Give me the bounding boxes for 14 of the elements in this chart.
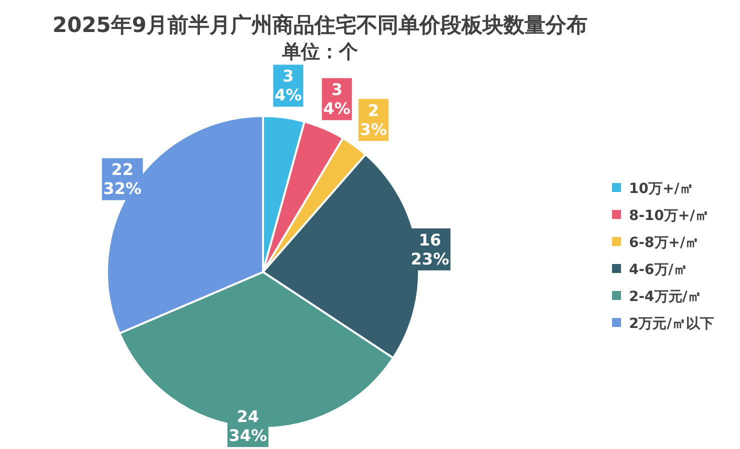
data-label: 16 23% — [410, 230, 450, 268]
legend-label: 2-4万元/㎡ — [629, 289, 702, 305]
chart-title: 2025年9月前半月广州商品住宅不同单价段板块数量分布 — [52, 13, 588, 37]
data-label: 3 4% — [323, 80, 350, 118]
legend-label: 10万+/㎡ — [629, 181, 694, 197]
data-label: 2 3% — [360, 100, 388, 139]
legend-label: 2万元/㎡以下 — [629, 316, 714, 332]
legend-label: 4-6万/㎡ — [629, 262, 688, 278]
data-label: 3 4% — [274, 66, 302, 105]
legend-label: 8-10万+/㎡ — [629, 208, 709, 224]
chart-subtitle: 单位：个 — [281, 41, 359, 63]
data-label: 22 32% — [103, 160, 142, 198]
data-label: 24 34% — [228, 407, 268, 445]
legend-label: 6-8万+/㎡ — [629, 235, 700, 251]
